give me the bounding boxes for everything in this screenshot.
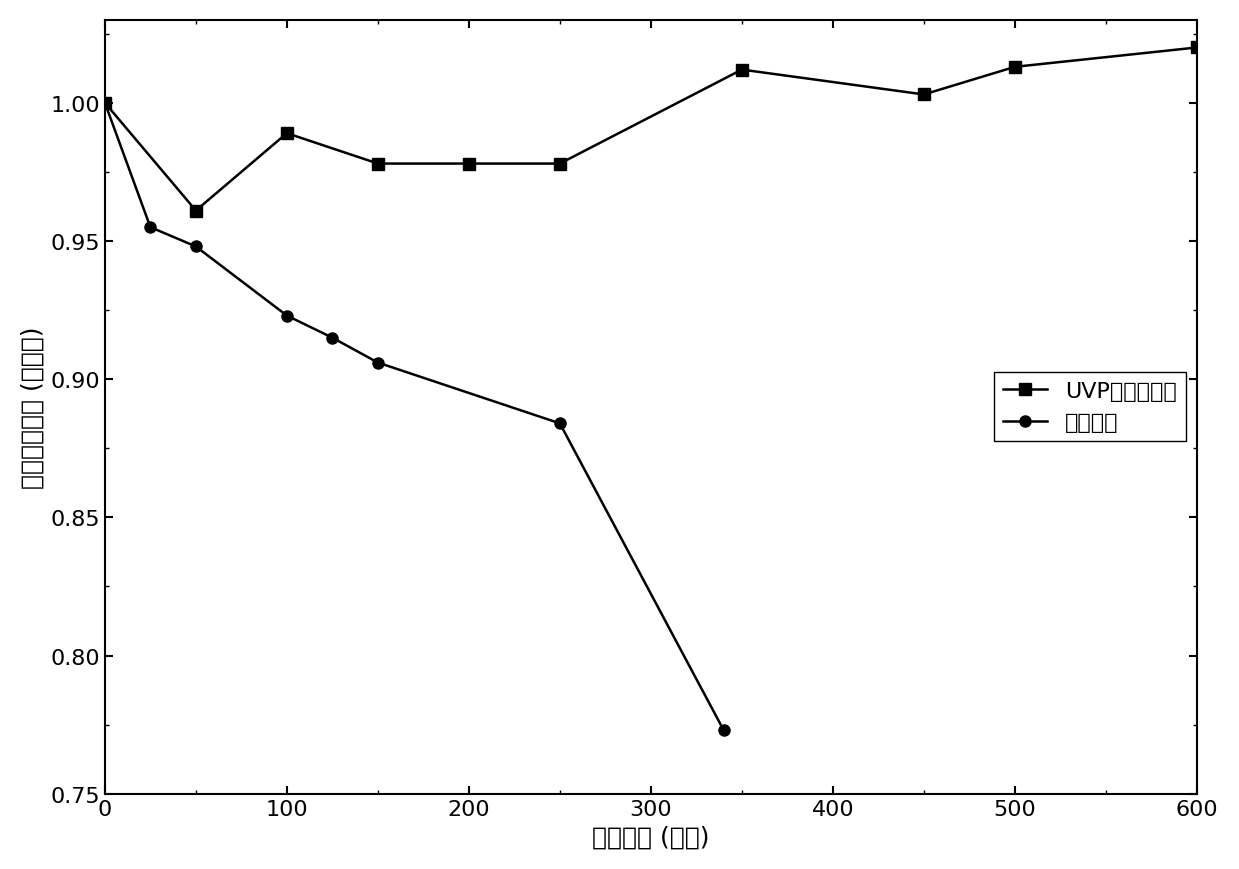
- 标准工艺: [325, 333, 339, 343]
- UVP紫外吸光层: [280, 129, 295, 139]
- UVP紫外吸光层: [188, 206, 203, 216]
- UVP紫外吸光层: [370, 159, 385, 169]
- 标准工艺: [188, 242, 203, 252]
- 标准工艺: [370, 358, 385, 368]
- 标准工艺: [98, 98, 113, 109]
- Y-axis label: 能量转化效率 (标准化): 能量转化效率 (标准化): [21, 326, 45, 488]
- UVP紫外吸光层: [1007, 63, 1022, 73]
- UVP紫外吸光层: [735, 65, 750, 76]
- 标准工艺: [553, 419, 567, 429]
- X-axis label: 光照时间 (小时): 光照时间 (小时): [592, 824, 710, 848]
- UVP紫外吸光层: [98, 98, 113, 109]
- UVP紫外吸光层: [461, 159, 476, 169]
- 标准工艺: [142, 222, 157, 233]
- Line: UVP紫外吸光层: UVP紫外吸光层: [99, 43, 1202, 217]
- UVP紫外吸光层: [1189, 43, 1204, 54]
- UVP紫外吸光层: [553, 159, 567, 169]
- Line: 标准工艺: 标准工艺: [99, 98, 730, 736]
- Legend: UVP紫外吸光层, 标准工艺: UVP紫外吸光层, 标准工艺: [994, 373, 1186, 441]
- 标准工艺: [716, 725, 731, 735]
- 标准工艺: [280, 311, 295, 322]
- UVP紫外吸光层: [917, 90, 932, 101]
